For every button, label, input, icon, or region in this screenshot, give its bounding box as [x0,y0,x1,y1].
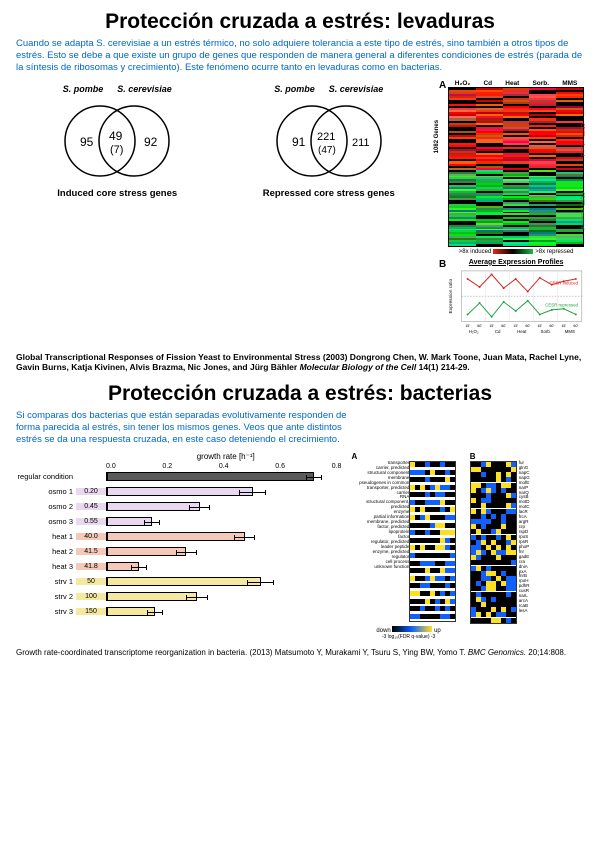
citation-2: Growth rate-coordinated transcriptome re… [16,648,584,658]
svg-text:(47): (47) [318,145,336,156]
bar-row: regular condition [16,470,345,484]
svg-text:15': 15' [465,324,470,328]
venn1-species-b: S. cerevisiae [117,84,172,94]
venn2-caption: Repressed core stress genes [263,188,395,199]
svg-text:Expression ratio: Expression ratio [448,278,454,313]
heatmap-a: 1082 Genes CESR induced CESR repressed [448,87,584,247]
svg-text:H₂O₂: H₂O₂ [469,329,479,334]
panel-b-label: B [439,259,446,338]
svg-text:60': 60' [550,324,555,328]
section2-title: Protección cruzada a estrés: bacterias [16,382,584,406]
svg-text:(7): (7) [110,144,123,156]
svg-text:15': 15' [538,324,543,328]
svg-text:95: 95 [80,135,94,149]
svg-text:60': 60' [501,324,506,328]
section1-title: Protección cruzada a estrés: levaduras [16,10,584,34]
svg-text:CESR repressed: CESR repressed [545,302,578,307]
bar-row: osmo 20.45 [16,500,345,514]
section1-intro: Cuando se adapta S. cerevisiae a un estr… [16,38,584,74]
svg-text:15': 15' [562,324,567,328]
venn2-species-b: S. cerevisiae [329,84,384,94]
expression-profile: CESR induced CESR repressed Expression rat… [448,266,584,336]
venn1-species-a: S. pombe [63,84,104,94]
profile-title: Average Expression Profiles [448,259,584,266]
svg-text:60': 60' [477,324,482,328]
svg-text:60': 60' [574,324,579,328]
heatmap-conditions: H₂O₂CdHeatSorb.MMS [448,80,584,87]
heatmap-ylabel: 1082 Genes [434,120,440,153]
svg-text:221: 221 [317,131,335,143]
venn1-caption: Induced core stress genes [57,188,177,199]
svg-text:92: 92 [144,135,158,149]
bar-row: osmo 30.55 [16,515,345,529]
panel-a-label: A [439,80,446,255]
bar-row: heat 140.0 [16,530,345,544]
venn-diagrams: S. pombe S. cerevisiae 95 49 (7) 92 Indu… [16,80,431,338]
svg-text:Cd: Cd [495,329,501,334]
venn-right: 91 221 (47) 211 [264,96,394,186]
svg-text:91: 91 [292,135,306,149]
svg-text:15': 15' [489,324,494,328]
bar-row: strv 2100 [16,590,345,604]
svg-text:60': 60' [526,324,531,328]
bar-row: heat 341.8 [16,560,345,574]
svg-text:Sorb.: Sorb. [541,329,551,334]
venn2-species-a: S. pombe [274,84,315,94]
bar-row: osmo 10.20 [16,485,345,499]
bar-row: heat 241.5 [16,545,345,559]
venn-left: 95 49 (7) 92 [52,96,182,186]
section2-intro: Si comparas dos bacterias que están sepa… [16,410,357,446]
citation-1: Global Transcriptional Responses of Fiss… [16,352,584,372]
svg-text:CESR induced: CESR induced [550,280,579,285]
barchart: growth rate [h⁻¹] 0.00.20.40.60.8 regula… [16,452,345,640]
svg-text:15': 15' [514,324,519,328]
svg-text:211: 211 [352,137,370,149]
svg-text:Heat: Heat [517,329,527,334]
bar-row: strv 150 [16,575,345,589]
svg-text:49: 49 [109,129,123,143]
svg-text:MMS: MMS [565,329,575,334]
bar-row: strv 3150 [16,605,345,619]
heatmap-legend: >8x induced >8x repressed [448,249,584,255]
heatmap-panels: A transportercarrier, predictedstructura… [351,452,584,640]
